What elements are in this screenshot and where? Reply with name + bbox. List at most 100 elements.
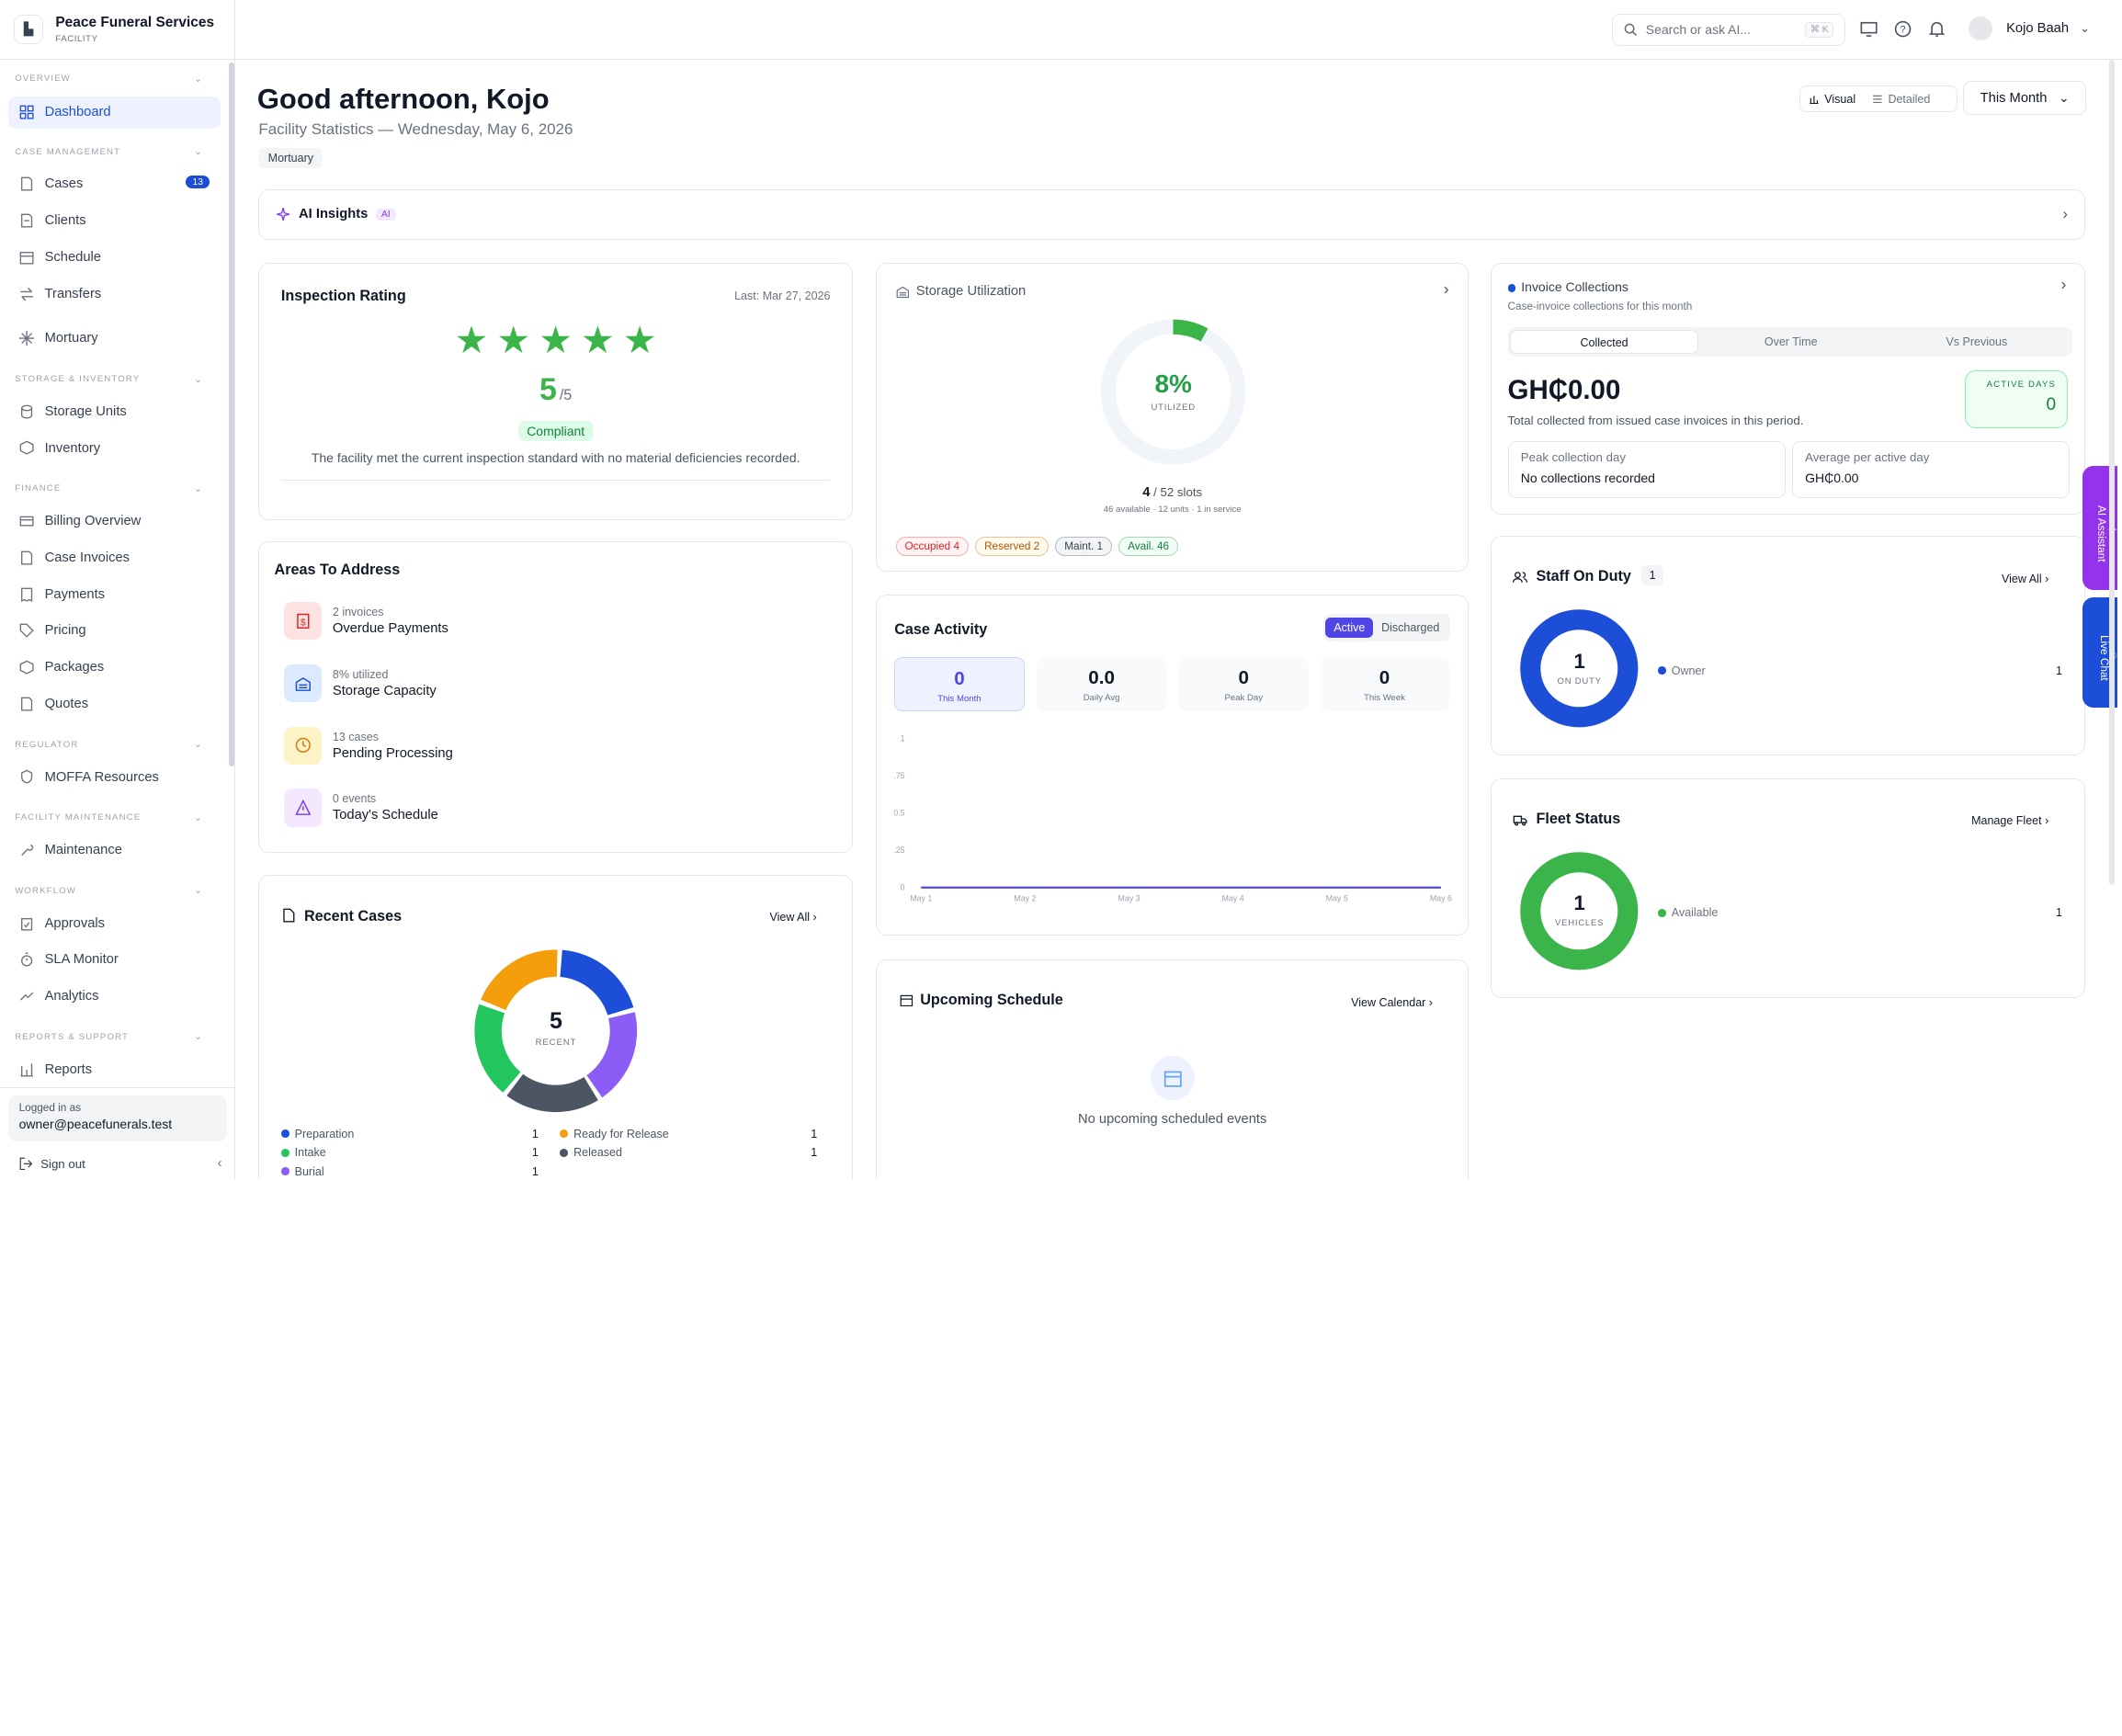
sidebar-item-case-invoices[interactable]: Case Invoices bbox=[8, 541, 221, 573]
area-todays-schedule[interactable]: 0 events Today's Schedule bbox=[283, 789, 438, 827]
y-tick-label: 0.5 bbox=[894, 809, 905, 818]
sidebar-item-transfers[interactable]: Transfers bbox=[8, 278, 221, 310]
chevron-down-icon: ⌄ bbox=[194, 74, 203, 85]
storage-pill[interactable]: Maint. 1 bbox=[1055, 537, 1112, 556]
database-icon bbox=[20, 404, 32, 419]
fleet-legend-value: 1 bbox=[2056, 906, 2062, 920]
sidebar-item-analytics[interactable]: Analytics bbox=[8, 981, 221, 1013]
sidebar-item-schedule[interactable]: Schedule bbox=[8, 241, 221, 273]
section-regulator[interactable]: REGULATOR ⌄ bbox=[15, 739, 203, 751]
area-overdue-payments[interactable]: $ 2 invoices Overdue Payments bbox=[283, 602, 448, 641]
section-facility-maintenance[interactable]: FACILITY MAINTENANCE ⌄ bbox=[15, 812, 203, 823]
upcoming-schedule-card: Upcoming Schedule View Calendar › No upc… bbox=[876, 959, 1470, 1180]
sidebar-item-reports[interactable]: Reports bbox=[8, 1053, 221, 1085]
view-toggle: Visual Detailed bbox=[1799, 85, 1958, 113]
card-title: Fleet Status bbox=[1536, 810, 1621, 827]
calendar-empty-icon bbox=[1150, 1055, 1196, 1101]
donut-slice-intake bbox=[474, 1004, 521, 1094]
average-per-active-day: Average per active day GH₵0.00 bbox=[1791, 440, 2070, 498]
sidebar-item-storage-units[interactable]: Storage Units bbox=[8, 395, 221, 427]
section-workflow[interactable]: WORKFLOW ⌄ bbox=[15, 885, 203, 897]
collapse-sidebar-icon[interactable]: ‹ bbox=[217, 1156, 222, 1172]
search-input[interactable]: Search or ask AI... ⌘ K bbox=[1612, 13, 1845, 47]
sidebar-item-pricing[interactable]: Pricing bbox=[8, 615, 221, 647]
staff-donut bbox=[1520, 609, 1639, 728]
ai-assistant-label: AI Assistant bbox=[2094, 505, 2107, 562]
section-reports-support[interactable]: REPORTS & SUPPORT ⌄ bbox=[15, 1031, 203, 1043]
compliance-badge: Compliant bbox=[518, 421, 593, 442]
sidebar-item-packages[interactable]: Packages bbox=[8, 652, 221, 684]
sign-out-button[interactable]: Sign out ‹ bbox=[19, 1156, 222, 1171]
sidebar-item-payments[interactable]: Payments bbox=[8, 578, 221, 610]
svg-text:$: $ bbox=[301, 618, 306, 628]
sidebar-item-label: Payments bbox=[44, 586, 106, 602]
view-visual-button[interactable]: Visual bbox=[1800, 86, 1864, 111]
logged-in-box: Logged in as owner@peacefunerals.test bbox=[7, 1095, 228, 1141]
sidebar-item-label: Schedule bbox=[44, 249, 101, 265]
sidebar-item-maintenance[interactable]: Maintenance bbox=[8, 834, 221, 866]
user-menu[interactable]: Kojo Baah ⌄ bbox=[1968, 16, 2090, 41]
sidebar-item-mortuary[interactable]: Mortuary bbox=[8, 323, 221, 355]
chevron-right-icon[interactable]: › bbox=[2060, 274, 2067, 293]
view-all-staff-link[interactable]: View All › bbox=[2002, 572, 2049, 585]
view-all-recent-cases-link[interactable]: View All › bbox=[769, 910, 817, 924]
area-title: Pending Processing bbox=[332, 745, 453, 761]
star-icon: ★ bbox=[580, 319, 615, 362]
sidebar-item-dashboard[interactable]: Dashboard bbox=[7, 96, 221, 129]
sidebar-scrollbar[interactable] bbox=[228, 62, 234, 766]
inspection-rating-card: Inspection Rating Last: Mar 27, 2026 ★ ★ ★… bbox=[258, 262, 854, 520]
storage-pill[interactable]: Reserved 2 bbox=[975, 537, 1050, 556]
period-select[interactable]: This Month ⌄ bbox=[1962, 81, 2087, 116]
sidebar-item-moffa-resources[interactable]: MOFFA Resources bbox=[8, 761, 221, 793]
sidebar-item-clients[interactable]: Clients bbox=[8, 204, 221, 236]
monitor-icon[interactable] bbox=[1860, 20, 1878, 38]
view-calendar-link[interactable]: View Calendar › bbox=[1351, 995, 1433, 1009]
bell-icon[interactable] bbox=[1928, 20, 1946, 38]
sidebar-item-quotes[interactable]: Quotes bbox=[8, 687, 221, 720]
storage-pill[interactable]: Avail. 46 bbox=[1118, 537, 1178, 556]
main-scrollbar[interactable] bbox=[2109, 59, 2115, 886]
storage-pill[interactable]: Occupied 4 bbox=[895, 537, 969, 556]
search-icon bbox=[1624, 23, 1638, 37]
view-detailed-button[interactable]: Detailed bbox=[1864, 86, 1938, 111]
card-title: Storage Utilization bbox=[915, 283, 1027, 299]
x-tick-label: May 5 bbox=[1326, 894, 1348, 903]
credit-card-icon bbox=[19, 516, 34, 527]
ai-insights-bar[interactable]: AI Insights AI › bbox=[258, 189, 2085, 240]
tab-discharged[interactable]: Discharged bbox=[1381, 621, 1440, 634]
sidebar-item-inventory[interactable]: Inventory bbox=[8, 432, 221, 464]
tab-active[interactable]: Active bbox=[1325, 617, 1374, 639]
snowflake-icon bbox=[18, 331, 34, 346]
sidebar-item-label: Maintenance bbox=[44, 843, 122, 858]
sidebar-item-sla-monitor[interactable]: SLA Monitor bbox=[8, 944, 221, 976]
chevron-down-icon: ⌄ bbox=[194, 740, 203, 751]
help-icon[interactable]: ? bbox=[1894, 20, 1912, 38]
area-sub: 2 invoices bbox=[332, 606, 384, 619]
sidebar-item-label: Mortuary bbox=[44, 331, 98, 346]
area-storage-capacity[interactable]: 8% utilized Storage Capacity bbox=[283, 664, 437, 703]
fleet-donut-center: 1 VEHICLES bbox=[1555, 891, 1605, 929]
chevron-down-icon: ⌄ bbox=[194, 886, 203, 897]
area-pending-processing[interactable]: 13 cases Pending Processing bbox=[283, 726, 453, 765]
section-storage-inventory[interactable]: STORAGE & INVENTORY ⌄ bbox=[15, 374, 203, 385]
recent-total-label: RECENT bbox=[535, 1037, 577, 1048]
sidebar-item-cases[interactable]: Cases 13 bbox=[8, 168, 221, 200]
calendar-icon bbox=[19, 251, 34, 265]
chevron-right-icon[interactable]: › bbox=[1443, 279, 1449, 299]
section-finance[interactable]: FINANCE ⌄ bbox=[15, 483, 203, 494]
manage-fleet-link[interactable]: Manage Fleet › bbox=[1971, 814, 2049, 828]
tab-collected[interactable]: Collected bbox=[1510, 329, 1698, 355]
sidebar-item-billing-overview[interactable]: Billing Overview bbox=[8, 505, 221, 537]
tab-over-time[interactable]: Over Time bbox=[1764, 335, 1818, 348]
sidebar-item-approvals[interactable]: Approvals bbox=[8, 907, 221, 939]
live-chat-label: Live Chat bbox=[2098, 635, 2111, 681]
cases-count-badge: 13 bbox=[186, 176, 210, 189]
area-sub: 8% utilized bbox=[332, 667, 389, 681]
brand[interactable]: ▙ Peace Funeral Services FACILITY bbox=[0, 0, 235, 60]
collected-amount: GH₵0.00 bbox=[1507, 374, 1621, 405]
tab-vs-previous[interactable]: Vs Previous bbox=[1946, 335, 2008, 348]
sidebar: ▙ Peace Funeral Services FACILITY OVERVI… bbox=[0, 0, 236, 1180]
sidebar-item-label: Approvals bbox=[44, 915, 106, 931]
section-case-management[interactable]: CASE MANAGEMENT ⌄ bbox=[15, 146, 203, 158]
section-overview[interactable]: OVERVIEW ⌄ bbox=[15, 74, 203, 85]
